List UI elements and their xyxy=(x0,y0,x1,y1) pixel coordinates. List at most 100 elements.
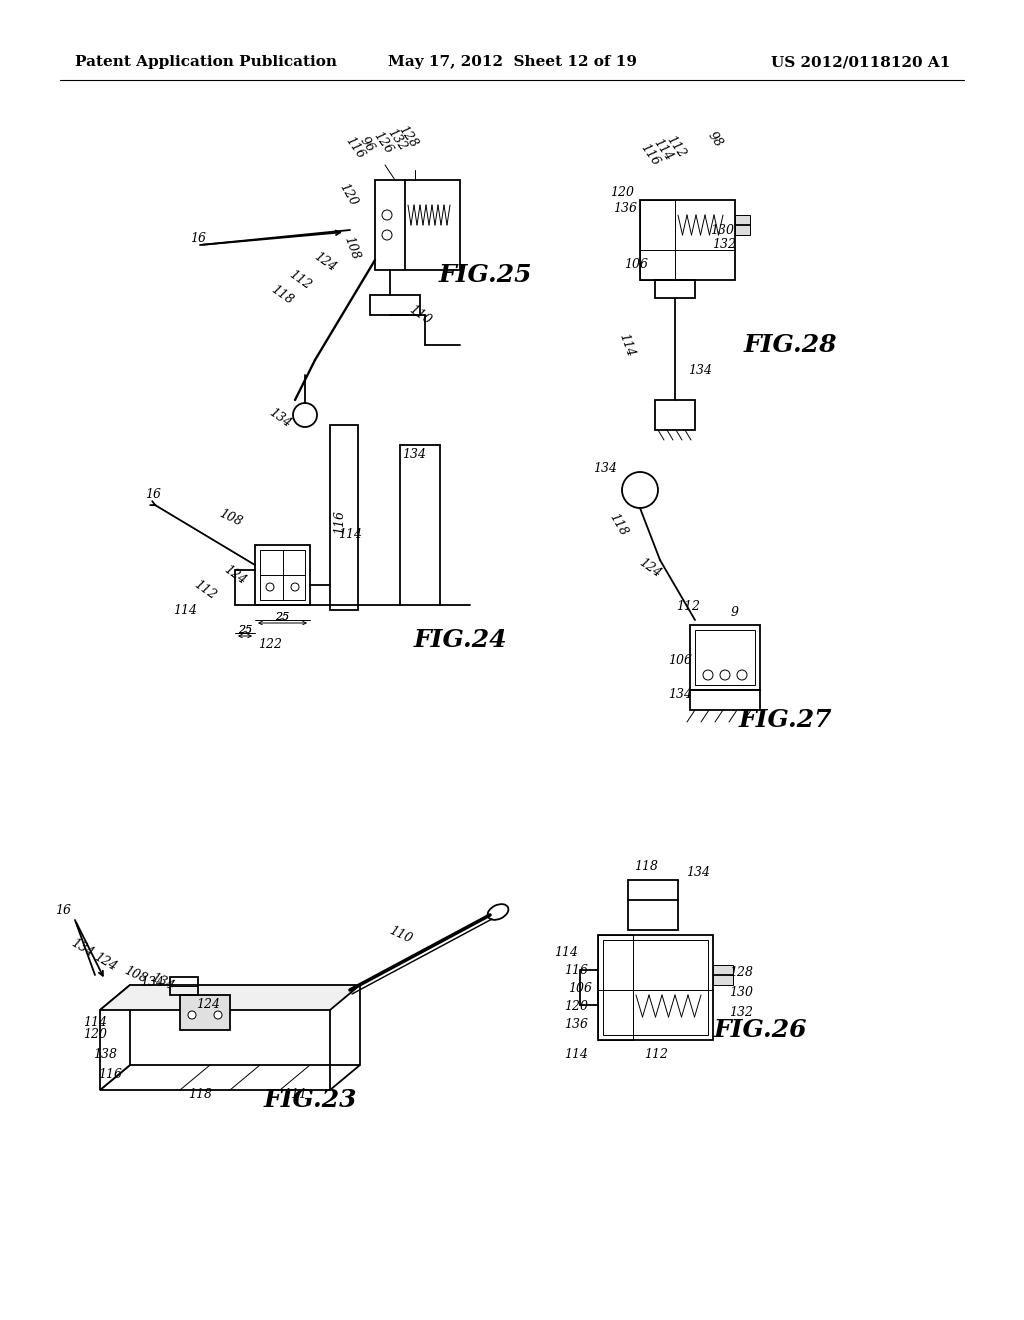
Text: 134: 134 xyxy=(593,462,617,474)
Text: 114: 114 xyxy=(554,946,578,960)
Bar xyxy=(598,935,633,1040)
Bar xyxy=(690,690,760,710)
Text: 108: 108 xyxy=(342,235,362,261)
Text: FIG.24: FIG.24 xyxy=(414,628,507,652)
Bar xyxy=(255,545,310,605)
Polygon shape xyxy=(100,985,360,1010)
Circle shape xyxy=(188,1011,196,1019)
Text: 120: 120 xyxy=(610,186,634,199)
Bar xyxy=(735,215,750,235)
Bar xyxy=(640,201,735,280)
Text: 128: 128 xyxy=(396,124,420,150)
Text: 96: 96 xyxy=(357,135,377,156)
Text: 25: 25 xyxy=(238,624,252,635)
Text: 114: 114 xyxy=(83,1015,106,1028)
Text: 108: 108 xyxy=(216,507,244,529)
Bar xyxy=(713,965,733,985)
Text: 124: 124 xyxy=(637,556,664,581)
Text: 136: 136 xyxy=(564,1019,588,1031)
Bar xyxy=(370,294,420,315)
Text: 134: 134 xyxy=(686,866,710,879)
Text: 16: 16 xyxy=(190,231,206,244)
Text: 114: 114 xyxy=(651,136,675,164)
Text: 110: 110 xyxy=(386,924,414,946)
Text: 110: 110 xyxy=(407,302,433,327)
Text: 116: 116 xyxy=(98,1068,122,1081)
Ellipse shape xyxy=(487,904,508,920)
Circle shape xyxy=(214,1011,222,1019)
Bar xyxy=(330,425,358,610)
Text: FIG.26: FIG.26 xyxy=(714,1018,807,1041)
Text: 124: 124 xyxy=(196,998,220,1011)
Bar xyxy=(375,180,460,271)
Text: 98: 98 xyxy=(706,129,725,150)
Bar xyxy=(640,201,675,280)
Text: 118: 118 xyxy=(188,1089,212,1101)
Text: 112: 112 xyxy=(676,601,700,614)
Text: 106: 106 xyxy=(668,653,692,667)
Polygon shape xyxy=(100,1065,360,1090)
Text: FIG.23: FIG.23 xyxy=(263,1088,356,1111)
Text: 9: 9 xyxy=(731,606,739,619)
Text: 132: 132 xyxy=(729,1006,753,1019)
Text: 112: 112 xyxy=(191,578,218,602)
Text: 25: 25 xyxy=(238,624,252,635)
Text: 134: 134 xyxy=(69,936,95,960)
Polygon shape xyxy=(100,985,130,1090)
Text: FIG.27: FIG.27 xyxy=(738,708,831,733)
Text: 106: 106 xyxy=(624,259,648,272)
Text: 118: 118 xyxy=(634,861,658,874)
Text: 25: 25 xyxy=(274,612,289,622)
Circle shape xyxy=(382,230,392,240)
Text: 108: 108 xyxy=(122,964,148,986)
Text: 124: 124 xyxy=(311,249,339,275)
Text: 112: 112 xyxy=(287,268,313,292)
Text: 114: 114 xyxy=(338,528,362,541)
Text: 134: 134 xyxy=(266,405,294,430)
Text: 16: 16 xyxy=(145,488,161,502)
Text: 120: 120 xyxy=(336,181,359,209)
Text: 112: 112 xyxy=(644,1048,668,1061)
Text: 120: 120 xyxy=(83,1028,106,1041)
Circle shape xyxy=(737,671,746,680)
Text: 134: 134 xyxy=(688,363,712,376)
Text: 136: 136 xyxy=(613,202,637,214)
Text: 124: 124 xyxy=(221,562,249,587)
Circle shape xyxy=(266,583,274,591)
Circle shape xyxy=(720,671,730,680)
Circle shape xyxy=(291,583,299,591)
Circle shape xyxy=(703,671,713,680)
Circle shape xyxy=(382,210,392,220)
Text: 116: 116 xyxy=(638,141,663,169)
Bar xyxy=(655,280,695,298)
Bar xyxy=(580,970,598,1005)
Circle shape xyxy=(293,403,317,426)
Text: FIG.28: FIG.28 xyxy=(743,333,837,356)
Text: 134: 134 xyxy=(148,972,176,993)
Bar xyxy=(695,630,755,685)
Bar xyxy=(170,977,198,995)
Text: 116: 116 xyxy=(343,135,368,161)
Bar xyxy=(655,400,695,430)
Text: 111: 111 xyxy=(283,1089,307,1101)
Text: 130: 130 xyxy=(729,986,753,999)
Text: 130: 130 xyxy=(710,223,734,236)
Text: 116: 116 xyxy=(564,964,588,977)
Text: 25: 25 xyxy=(274,612,289,622)
Text: 118: 118 xyxy=(268,282,296,308)
Text: 128: 128 xyxy=(729,966,753,979)
Text: 126: 126 xyxy=(371,129,395,157)
Text: 114: 114 xyxy=(564,1048,588,1061)
Text: 134: 134 xyxy=(402,449,426,462)
Bar xyxy=(603,940,708,1035)
Bar xyxy=(260,550,305,601)
Text: 134: 134 xyxy=(140,975,164,989)
Text: 134: 134 xyxy=(668,689,692,701)
Bar xyxy=(180,995,230,1030)
Text: May 17, 2012  Sheet 12 of 19: May 17, 2012 Sheet 12 of 19 xyxy=(387,55,637,69)
Text: Patent Application Publication: Patent Application Publication xyxy=(75,55,337,69)
Text: 132: 132 xyxy=(712,239,736,252)
Text: 116: 116 xyxy=(334,510,346,535)
Text: 118: 118 xyxy=(606,511,630,539)
Text: 114: 114 xyxy=(173,603,197,616)
